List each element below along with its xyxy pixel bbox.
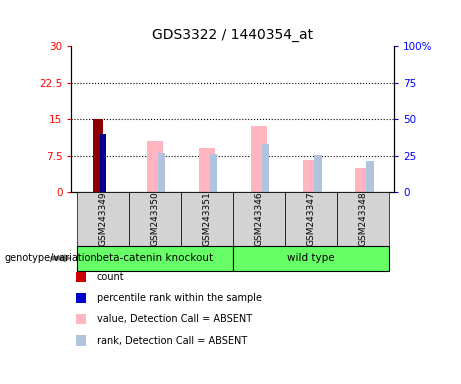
Text: GSM243351: GSM243351 (202, 192, 211, 246)
Text: rank, Detection Call = ABSENT: rank, Detection Call = ABSENT (97, 336, 247, 346)
Bar (366, 161, 373, 192)
Text: GSM243349: GSM243349 (98, 192, 107, 246)
Text: percentile rank within the sample: percentile rank within the sample (97, 293, 262, 303)
Bar (262, 144, 270, 192)
Bar (93, 119, 103, 192)
Text: GSM243347: GSM243347 (307, 192, 315, 246)
Title: GDS3322 / 1440354_at: GDS3322 / 1440354_at (152, 28, 313, 42)
Bar (100, 134, 106, 192)
Text: wild type: wild type (287, 253, 335, 263)
Bar (147, 141, 163, 192)
Text: count: count (97, 272, 124, 282)
Bar (210, 154, 218, 192)
Text: GSM243348: GSM243348 (358, 192, 367, 246)
Text: genotype/variation: genotype/variation (5, 253, 97, 263)
Text: GSM243346: GSM243346 (254, 192, 263, 246)
Bar (251, 126, 266, 192)
Bar (355, 168, 371, 192)
Text: beta-catenin knockout: beta-catenin knockout (96, 253, 213, 263)
Bar (158, 152, 165, 192)
Text: value, Detection Call = ABSENT: value, Detection Call = ABSENT (97, 314, 252, 324)
Text: GSM243350: GSM243350 (150, 192, 159, 246)
Bar (314, 155, 321, 192)
Bar (303, 161, 319, 192)
Bar (199, 148, 214, 192)
